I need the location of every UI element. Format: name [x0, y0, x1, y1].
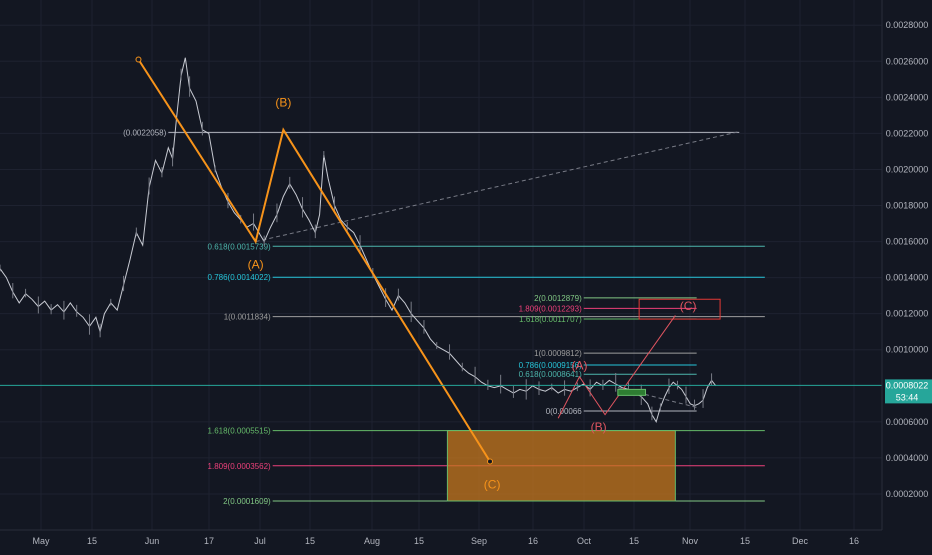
price-scale-panel[interactable] [882, 0, 932, 530]
x-tick-label: 17 [204, 536, 214, 546]
wave-label: (C) [484, 478, 501, 492]
fib-ext-label: 1.809(0.0012293) [519, 304, 583, 313]
fib-label: 1.618(0.0005515) [208, 427, 272, 436]
y-tick-label: 0.0012000 [886, 309, 929, 319]
red-target-box[interactable] [638, 298, 721, 320]
y-tick-label: 0.0014000 [886, 273, 929, 283]
fib-ext-label: 1(0.0009812) [534, 349, 582, 358]
price-badge-value: 0.0008022 [886, 380, 929, 390]
x-tick-labels: May 15 Jun 17 Jul 15 Aug 15 Sep 16 Oct 15 Nov 15 Dec 16 [32, 536, 859, 546]
x-tick-label: 16 [849, 536, 859, 546]
y-tick-label: 0.0002000 [886, 489, 929, 499]
wave-label: (B) [275, 95, 291, 109]
y-tick-label: 0.0022000 [886, 128, 929, 138]
fib-label-top: (0.0022058) [123, 128, 166, 137]
y-tick-label: 0.0028000 [886, 20, 929, 30]
y-tick-label: 0.0018000 [886, 201, 929, 211]
fib-ext-label: 0.786(0.0009156) [519, 361, 583, 370]
x-tick-label: 15 [629, 536, 639, 546]
wave-label: (A) [571, 359, 587, 373]
price-series-line [0, 57, 717, 424]
fib-ext-label: 0(0.00066 [546, 407, 583, 416]
wave-label: (C) [680, 299, 697, 313]
wave-label: (A) [248, 258, 264, 272]
small-wave-line [557, 315, 676, 419]
fib-ext-label: 0.618(0.0008641) [519, 370, 583, 379]
y-tick-label: 0.0016000 [886, 237, 929, 247]
x-tick-label: 15 [305, 536, 315, 546]
wave-label: (B) [591, 420, 607, 434]
fib-ext-label: 2(0.0012879) [534, 294, 582, 303]
x-tick-label: May [32, 536, 50, 546]
y-tick-label: 0.0026000 [886, 56, 929, 66]
fib-label: 1(0.0011834) [224, 313, 271, 322]
target-zone-box[interactable] [446, 430, 676, 502]
y-tick-label: 0.0010000 [886, 345, 929, 355]
fib-label: 0.786(0.0014022) [208, 273, 272, 282]
x-tick-label: 15 [740, 536, 750, 546]
wave-anchor-point[interactable] [487, 458, 493, 465]
x-tick-label: 16 [528, 536, 538, 546]
drawings-layer[interactable]: (0.0022058) 0.618(0.0015739) 0.786(0.00140… [123, 128, 765, 506]
x-tick-label: Sep [471, 536, 487, 546]
x-tick-label: Jun [145, 536, 160, 546]
y-tick-label: 0.0006000 [886, 417, 929, 427]
grid [0, 0, 882, 530]
price-badge[interactable]: 0.0008022 53:44 [885, 379, 932, 404]
x-tick-label: 15 [414, 536, 424, 546]
x-tick-label: Jul [254, 536, 266, 546]
price-badge-box [885, 379, 932, 404]
big-wave-line [137, 58, 491, 463]
fib-label: 0.618(0.0015739) [208, 242, 272, 251]
overlay-layer[interactable]: (A) (B) (C) (A) (B) (C) [0, 56, 882, 492]
fib-ext-label: 1.618(0.0011707) [519, 315, 582, 324]
wave-anchor-point[interactable] [135, 56, 142, 63]
y-tick-label: 0.0004000 [886, 453, 929, 463]
x-tick-label: 15 [87, 536, 97, 546]
green-marker [617, 388, 647, 396]
x-tick-label: Oct [577, 536, 592, 546]
time-scale-panel[interactable] [0, 530, 932, 550]
price-badge-countdown: 53:44 [896, 392, 919, 402]
y-tick-labels: 0.0028000 0.0026000 0.0024000 0.0022000 0.00… [886, 20, 929, 499]
fib-label: 2(0.0001609) [223, 497, 271, 506]
x-tick-label: Aug [364, 536, 380, 546]
projection-dashed-line [255, 131, 740, 243]
y-tick-label: 0.0020000 [886, 164, 929, 174]
y-tick-label: 0.0024000 [886, 92, 929, 102]
fib-label: 1.809(0.0003562) [208, 462, 272, 471]
x-tick-label: Nov [682, 536, 699, 546]
x-tick-label: Dec [792, 536, 809, 546]
